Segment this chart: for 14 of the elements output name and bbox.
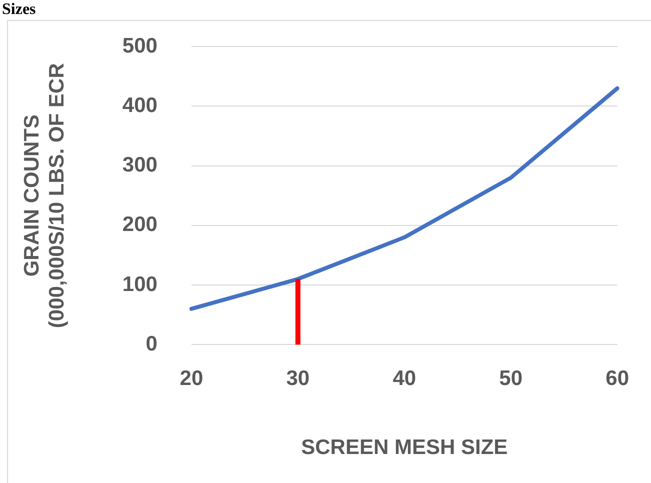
y-tick-label: 500	[122, 34, 158, 58]
text: Sizes	[2, 1, 36, 19]
x-tick-label: 60	[606, 366, 629, 390]
y-tick-label: 0	[146, 332, 158, 356]
y-tick-label: 400	[122, 94, 158, 117]
y-tick-label: 300	[122, 154, 158, 177]
x-tick-label: 40	[392, 366, 416, 390]
x-tick-label: 50	[499, 366, 523, 390]
y-tick-label: 200	[122, 213, 158, 236]
x-tick-label: 30	[286, 366, 310, 390]
y-axis-title: GRAIN COUNTS (000,000S/10 LBS. OF ECR	[20, 63, 69, 328]
x-axis-title: SCREEN MESH SIZE	[301, 436, 508, 460]
x-tick-label: 20	[180, 366, 204, 390]
y-tick-label: 100	[122, 272, 158, 296]
